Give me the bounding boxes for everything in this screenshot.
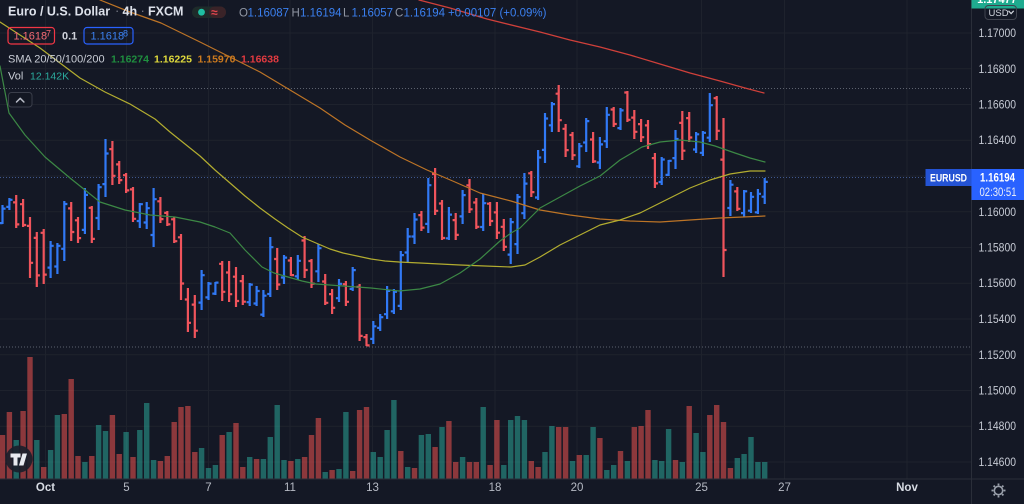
svg-text:1.16800: 1.16800 <box>979 62 1017 76</box>
svg-text:1.16057: 1.16057 <box>352 8 394 20</box>
svg-text:Nov: Nov <box>896 482 918 494</box>
svg-text:7: 7 <box>205 482 211 494</box>
svg-text:SMA 20/50/100/200: SMA 20/50/100/200 <box>8 54 105 66</box>
svg-text:O: O <box>239 8 248 20</box>
svg-text:1.1618: 1.1618 <box>14 31 48 43</box>
svg-text:11: 11 <box>284 482 296 494</box>
svg-text:1.16194: 1.16194 <box>404 8 446 20</box>
svg-text:1.14800: 1.14800 <box>979 419 1017 433</box>
svg-text:8: 8 <box>123 29 128 39</box>
svg-text:1.17000: 1.17000 <box>979 26 1017 40</box>
svg-text:1.15200: 1.15200 <box>979 348 1017 362</box>
svg-text:1.16400: 1.16400 <box>979 133 1017 147</box>
svg-text:4h: 4h <box>123 5 138 19</box>
svg-text:1.17477: 1.17477 <box>977 0 1017 6</box>
svg-text:1.15800: 1.15800 <box>979 241 1017 255</box>
svg-text:7: 7 <box>46 29 51 39</box>
svg-text:1.15400: 1.15400 <box>979 312 1017 326</box>
svg-text:USD: USD <box>989 8 1009 19</box>
svg-text:L: L <box>343 8 350 20</box>
svg-text:FXCM: FXCM <box>148 5 183 19</box>
svg-text:1.16600: 1.16600 <box>979 98 1017 112</box>
svg-text:1.15970: 1.15970 <box>198 54 236 66</box>
svg-text:≈: ≈ <box>211 6 218 20</box>
svg-text:02:30:51: 02:30:51 <box>980 187 1017 199</box>
svg-text:27: 27 <box>778 482 791 494</box>
svg-text:1.15000: 1.15000 <box>979 384 1017 398</box>
svg-text:13: 13 <box>366 482 379 494</box>
svg-text:1.14600: 1.14600 <box>979 455 1017 469</box>
svg-text:12.142K: 12.142K <box>30 71 69 83</box>
svg-text:+0.00107 (+0.09%): +0.00107 (+0.09%) <box>448 8 547 20</box>
svg-text:1.16638: 1.16638 <box>241 54 279 66</box>
svg-text:1.16194: 1.16194 <box>300 8 342 20</box>
svg-text:H: H <box>292 8 300 20</box>
svg-text:1.15600: 1.15600 <box>979 276 1017 290</box>
svg-text:1.16194: 1.16194 <box>980 171 1015 185</box>
svg-text:1.16225: 1.16225 <box>154 54 192 66</box>
svg-text:5: 5 <box>123 482 129 494</box>
svg-text:Vol: Vol <box>8 71 23 83</box>
svg-text:18: 18 <box>489 482 502 494</box>
svg-text:Euro / U.S. Dollar: Euro / U.S. Dollar <box>8 5 110 19</box>
svg-text:1.1618: 1.1618 <box>91 31 125 43</box>
svg-text:Oct: Oct <box>36 482 55 494</box>
svg-text:1.16087: 1.16087 <box>248 8 290 20</box>
svg-text:1.16274: 1.16274 <box>111 54 149 66</box>
svg-text:1.16000: 1.16000 <box>979 205 1017 219</box>
svg-text:20: 20 <box>571 482 584 494</box>
svg-text:0.1: 0.1 <box>62 31 77 43</box>
svg-text:25: 25 <box>695 482 708 494</box>
svg-text:EURUSD: EURUSD <box>930 173 967 185</box>
svg-text:·: · <box>115 3 119 18</box>
svg-text:C: C <box>395 8 403 20</box>
svg-text:·: · <box>141 3 145 18</box>
